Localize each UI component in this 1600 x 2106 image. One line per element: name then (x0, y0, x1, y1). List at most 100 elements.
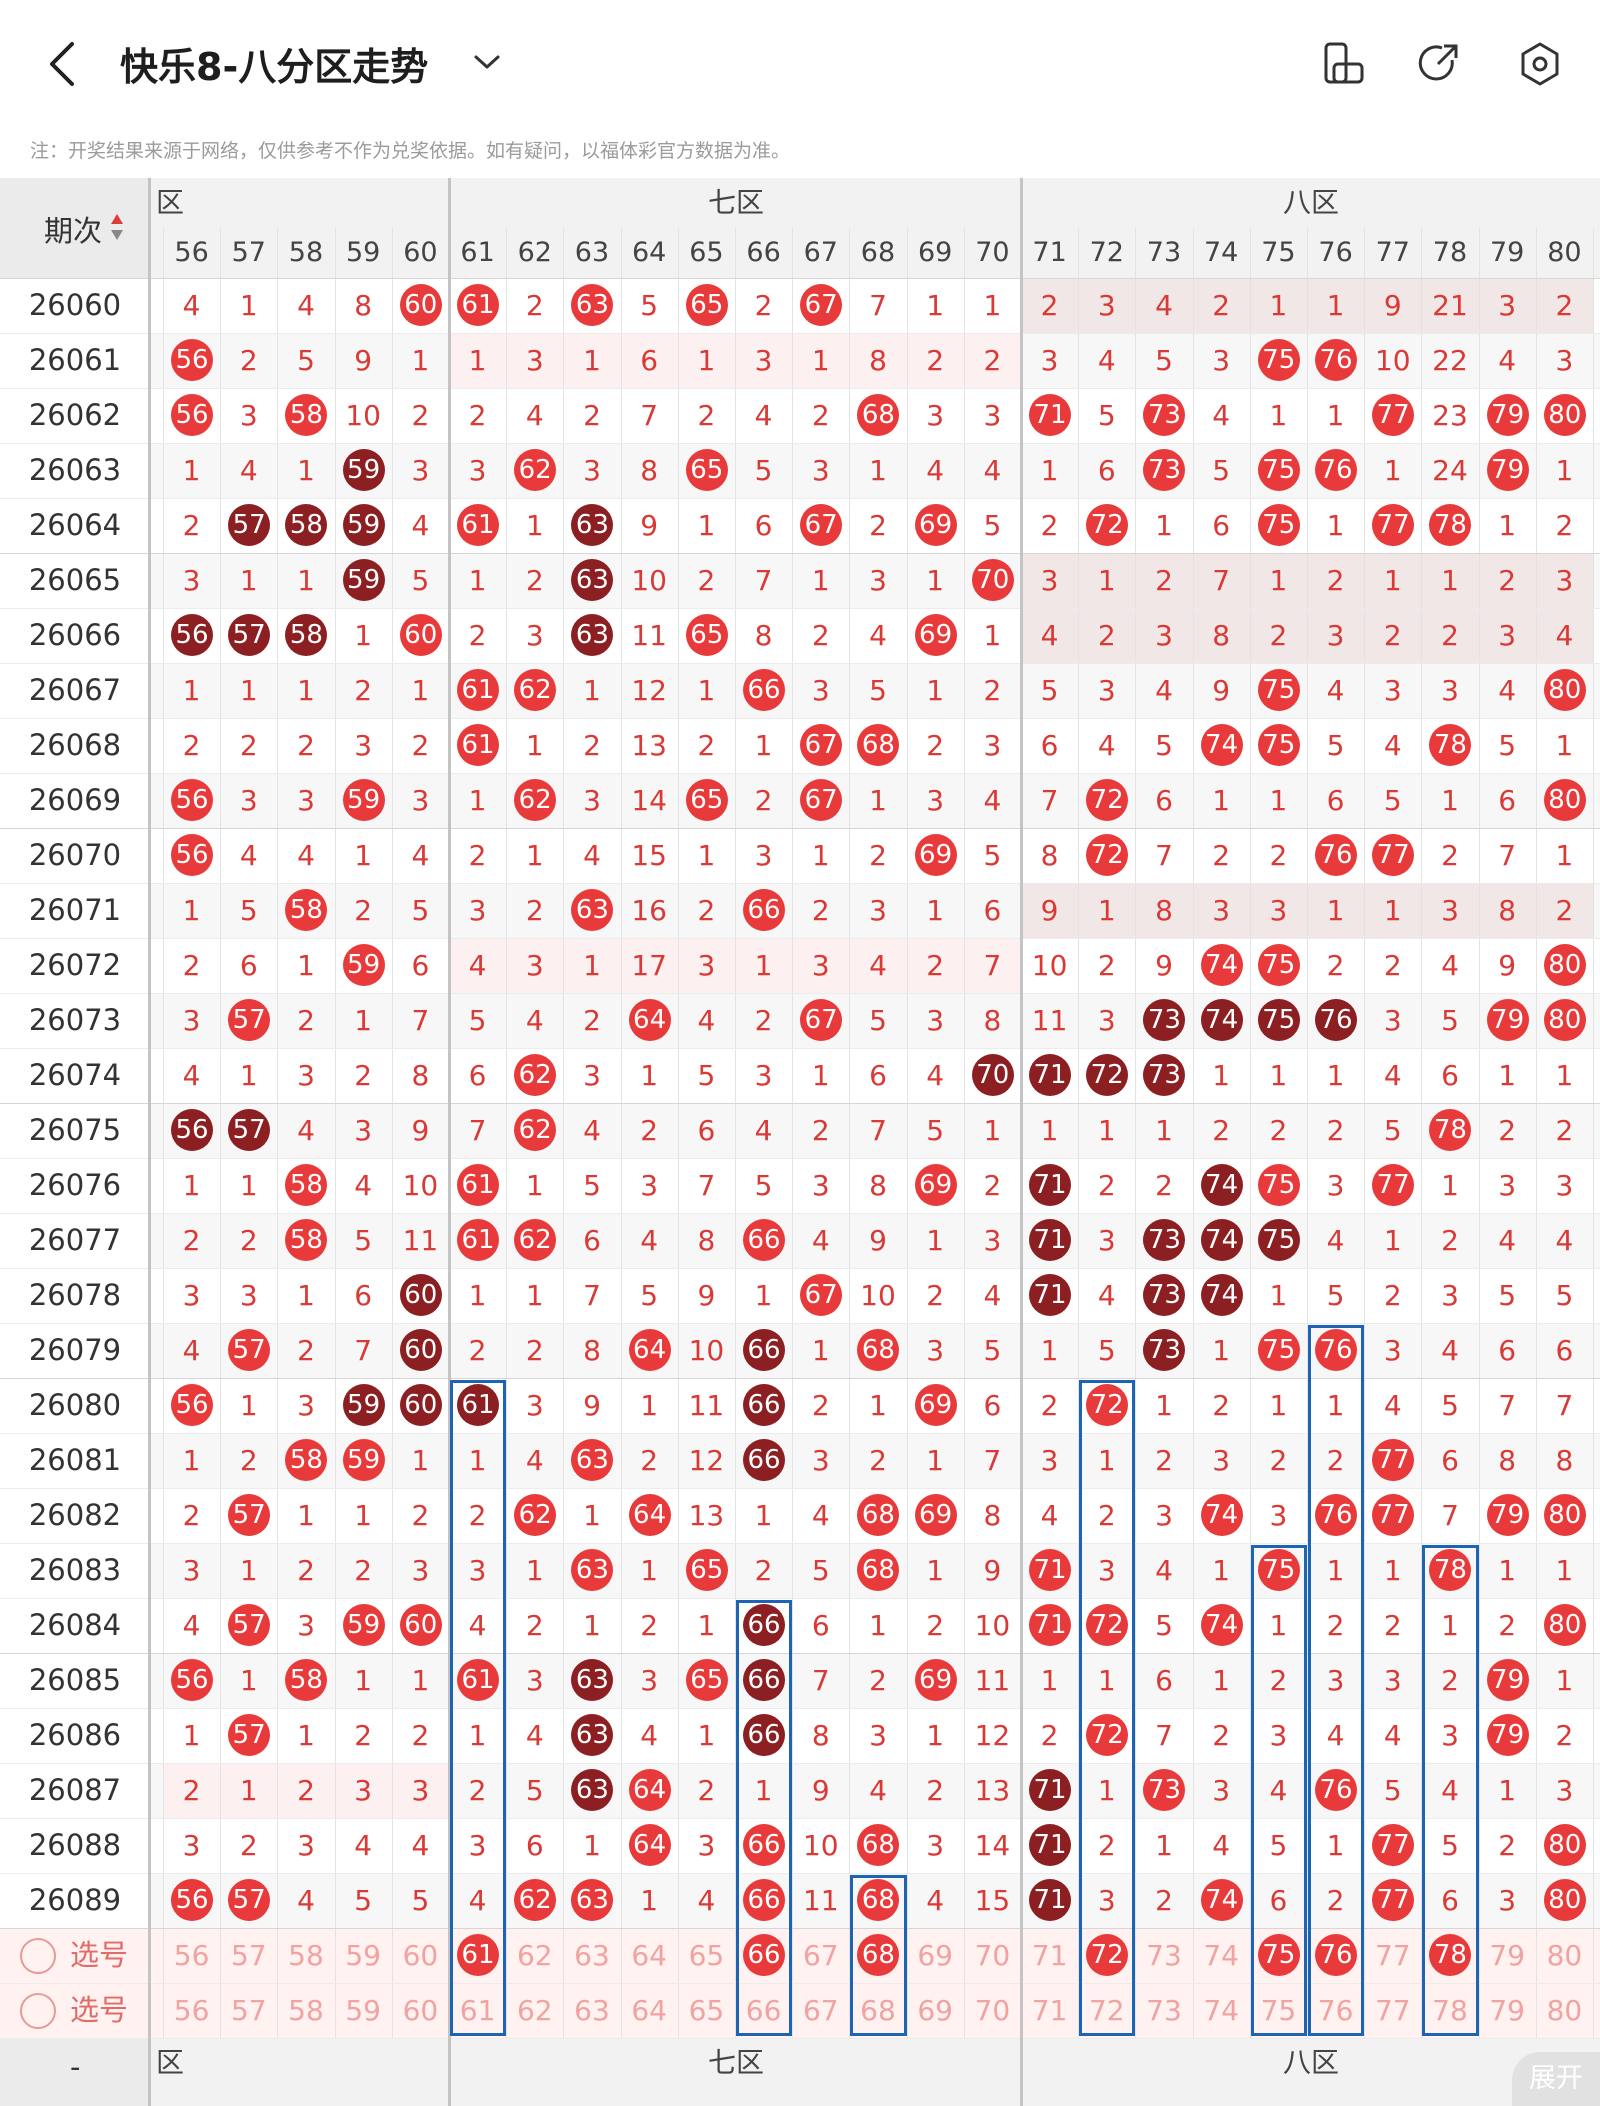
select-number-cell[interactable]: 61 (449, 1928, 506, 1983)
select-number-cell[interactable]: 57 (230, 1939, 267, 1972)
select-number-cell[interactable]: 69 (917, 1994, 953, 2027)
miss-count: 5 (1155, 344, 1173, 377)
select-number-cell[interactable]: 63 (574, 1994, 610, 2027)
select-number-cell[interactable]: 58 (288, 1939, 324, 1972)
select-number-cell[interactable]: 65 (688, 1994, 725, 2027)
number-ball: 71 (1021, 1213, 1078, 1268)
select-number-cell[interactable]: 77 (1374, 1939, 1411, 1972)
select-number-cell[interactable]: 71 (1031, 1994, 1068, 2027)
grid-line (0, 1928, 1600, 1929)
miss-count: 3 (1040, 564, 1059, 597)
select-number-cell[interactable]: 62 (516, 1939, 553, 1972)
select-row-label[interactable]: 选号 (0, 1983, 150, 2038)
number-ball: 68 (849, 1323, 906, 1378)
miss-count: 3 (468, 1829, 487, 1862)
select-number-cell[interactable]: 79 (1489, 1939, 1525, 1972)
number-ball: 56 (163, 1653, 220, 1708)
miss-count: 1 (754, 1279, 773, 1312)
select-number-cell[interactable]: 62 (516, 1994, 553, 2027)
miss-count: 5 (1498, 729, 1517, 762)
dropdown-icon[interactable] (472, 50, 502, 74)
select-number-cell[interactable]: 65 (688, 1939, 725, 1972)
select-number-cell[interactable]: 69 (917, 1939, 953, 1972)
select-number-cell[interactable]: 72 (1088, 1994, 1125, 2027)
ball-value: 75 (1257, 999, 1300, 1041)
miss-count: 2 (1383, 949, 1402, 982)
select-number-cell[interactable]: 70 (974, 1994, 1011, 2027)
miss-count: 3 (1498, 289, 1517, 322)
select-number-cell[interactable]: 66 (735, 1928, 792, 1983)
ball-value: 72 (1086, 1054, 1129, 1096)
number-ball: 58 (277, 883, 334, 938)
miss-count: 4 (182, 1059, 201, 1092)
select-number-cell[interactable]: 64 (631, 1994, 667, 2027)
number-ball: 72 (1078, 1598, 1135, 1653)
select-number-cell[interactable]: 56 (173, 1939, 210, 1972)
number-ball: 56 (163, 1378, 220, 1433)
select-number-cell[interactable]: 57 (230, 1994, 267, 2027)
miss-count: 5 (297, 344, 315, 377)
select-number-cell[interactable]: 74 (1203, 1994, 1239, 2027)
select-number-cell[interactable]: 60 (402, 1994, 439, 2027)
sort-icon[interactable] (110, 212, 124, 242)
select-radio-icon[interactable] (20, 1938, 56, 1974)
select-number-cell[interactable]: 71 (1031, 1939, 1068, 1972)
select-number-cell[interactable]: 73 (1146, 1939, 1182, 1972)
miss-count: 1 (468, 784, 487, 817)
miss-count: 1 (983, 1114, 1002, 1147)
table-row: 26061 56 2 5 9 1 1 3 1 6 1 3 1 8 2 2 3 4 5 3 75 76 10 22 4 3 (0, 333, 1600, 388)
select-number-cell[interactable]: 59 (345, 1939, 381, 1972)
number-ball: 63 (563, 553, 620, 608)
number-ball: 69 (907, 828, 964, 883)
select-number-cell[interactable]: 76 (1317, 1994, 1354, 2027)
miss-count: 2 (182, 509, 201, 542)
share-icon[interactable] (1416, 40, 1464, 88)
select-number-cell[interactable]: 56 (173, 1994, 210, 2027)
select-number-cell[interactable]: 70 (974, 1939, 1011, 1972)
select-number-cell[interactable]: 72 (1078, 1928, 1135, 1983)
select-number-cell[interactable]: 68 (860, 1994, 896, 2027)
select-number-cell[interactable]: 78 (1421, 1928, 1478, 1983)
number-ball: 75 (1250, 1213, 1307, 1268)
select-number-cell[interactable]: 68 (849, 1928, 906, 1983)
select-number-cell[interactable]: 80 (1546, 1994, 1583, 2027)
select-number-cell[interactable]: 59 (345, 1994, 381, 2027)
select-number-cell[interactable]: 74 (1203, 1939, 1239, 1972)
select-number-cell[interactable]: 64 (631, 1939, 667, 1972)
select-row-label[interactable]: 选号 (0, 1928, 150, 1983)
select-number-cell[interactable]: 75 (1250, 1928, 1307, 1983)
select-number-cell[interactable]: 80 (1546, 1939, 1583, 1972)
select-number-cell[interactable]: 75 (1260, 1994, 1297, 2027)
number-ball: 75 (1250, 498, 1307, 553)
number-ball: 76 (1307, 443, 1364, 498)
ball-value: 57 (228, 1494, 271, 1536)
miss-count: 3 (1441, 1279, 1459, 1312)
grid-line (1078, 228, 1080, 2038)
back-icon[interactable] (42, 38, 82, 90)
expand-button[interactable]: 展开 (1512, 2052, 1600, 2106)
select-radio-icon[interactable] (20, 1993, 56, 2029)
select-number-cell[interactable]: 67 (802, 1939, 839, 1972)
select-number-cell[interactable]: 73 (1146, 1994, 1182, 2027)
select-number-cell[interactable]: 77 (1374, 1994, 1411, 2027)
ball-value: 78 (1429, 504, 1472, 546)
settings-icon[interactable] (1516, 40, 1564, 88)
select-number-cell[interactable]: 78 (1432, 1994, 1468, 2027)
miss-count: 3 (754, 839, 773, 872)
select-number-cell[interactable]: 60 (402, 1939, 439, 1972)
select-number-cell[interactable]: 79 (1489, 1994, 1525, 2027)
period-header[interactable]: 期次 (0, 178, 150, 278)
select-number-cell[interactable]: 76 (1307, 1928, 1364, 1983)
select-number-cell[interactable]: 58 (288, 1994, 324, 2027)
select-number-cell[interactable]: 61 (459, 1994, 496, 2027)
select-number-cell[interactable]: 67 (802, 1994, 839, 2027)
select-number-cell[interactable]: 63 (574, 1939, 610, 1972)
rotate-screen-icon[interactable] (1320, 40, 1368, 88)
miss-count: 4 (697, 1004, 716, 1037)
miss-count: 2 (1441, 1664, 1459, 1697)
number-ball: 60 (392, 1378, 449, 1433)
page-title[interactable]: 快乐8-八分区走势 (120, 45, 429, 89)
column-number: 57 (231, 237, 266, 268)
ball-value: 71 (1029, 1604, 1071, 1646)
select-number-cell[interactable]: 66 (745, 1994, 782, 2027)
